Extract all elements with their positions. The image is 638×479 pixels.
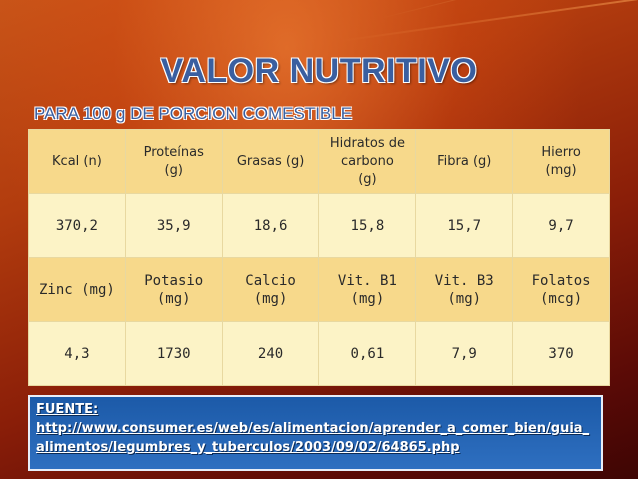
table-header-cell: Kcal (n) xyxy=(28,129,126,194)
table-header-row: Kcal (n) Proteínas (g) Grasas (g) Hidrato… xyxy=(28,129,610,194)
table-value-cell: 15,8 xyxy=(318,193,417,258)
table-value-cell: 18,6 xyxy=(221,193,320,258)
table-value-cell: 35,9 xyxy=(124,193,223,258)
table-value-cell: 9,7 xyxy=(512,193,610,258)
table-header-cell: Calcio (mg) xyxy=(221,257,320,322)
table-value-cell: 1730 xyxy=(124,321,223,386)
table-header-cell: Folatos (mcg) xyxy=(512,257,610,322)
table-header-cell: Vit. B1 (mg) xyxy=(318,257,417,322)
table-value-cell: 15,7 xyxy=(415,193,514,258)
table-header-cell: Proteínas (g) xyxy=(124,129,223,194)
table-header-cell: Fibra (g) xyxy=(415,129,514,194)
table-value-cell: 370 xyxy=(512,321,610,386)
decorative-line xyxy=(339,0,638,42)
table-value-cell: 240 xyxy=(221,321,320,386)
table-value-cell: 7,9 xyxy=(415,321,514,386)
table-value-cell: 4,3 xyxy=(28,321,126,386)
source-label: FUENTE: xyxy=(36,402,99,417)
table-header-cell: Hierro (mg) xyxy=(512,129,610,194)
table-header-row: Zinc (mg) Potasio (mg) Calcio (mg) Vit. B1… xyxy=(28,257,610,322)
page-subtitle: PARA 100 g DE PORCION COMESTIBLE xyxy=(34,104,353,123)
table-header-cell: Zinc (mg) xyxy=(28,257,126,322)
page-title: VALOR NUTRITIVO xyxy=(160,52,478,90)
table-row: 370,2 35,9 18,6 15,8 15,7 9,7 xyxy=(28,193,610,258)
source-box: FUENTE: http://www.consumer.es/web/es/al… xyxy=(28,395,603,471)
table-header-cell: Potasio (mg) xyxy=(124,257,223,322)
table-header-cell: Vit. B3 (mg) xyxy=(415,257,514,322)
table-value-cell: 0,61 xyxy=(318,321,417,386)
table-row: 4,3 1730 240 0,61 7,9 370 xyxy=(28,321,610,386)
table-header-cell: Grasas (g) xyxy=(221,129,320,194)
table-header-cell: Hidratos de carbono (g) xyxy=(318,129,417,194)
table-value-cell: 370,2 xyxy=(28,193,126,258)
source-link[interactable]: http://www.consumer.es/web/es/alimentaci… xyxy=(36,421,590,455)
nutrition-table: Kcal (n) Proteínas (g) Grasas (g) Hidrato… xyxy=(28,129,610,386)
